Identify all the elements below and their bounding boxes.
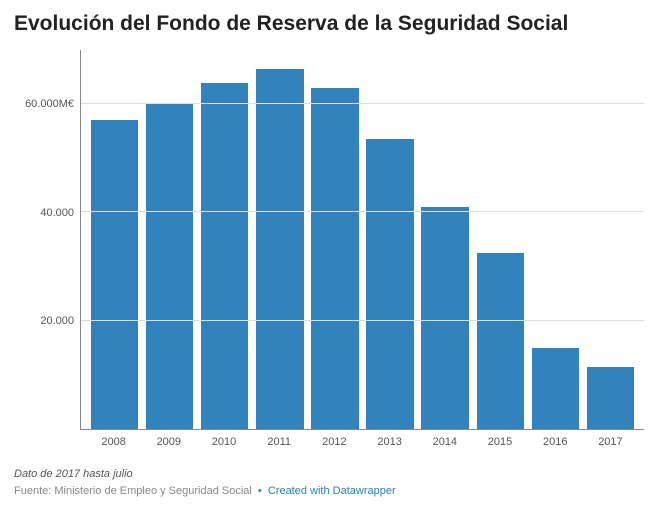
separator: • [258, 485, 262, 497]
grid-line [81, 211, 644, 212]
chart-footer: Dato de 2017 hasta julio Fuente: Ministe… [14, 466, 644, 499]
bar [91, 120, 138, 429]
x-tick-label: 2012 [307, 436, 362, 448]
grid-line [81, 103, 644, 104]
bar [421, 207, 468, 429]
bar [201, 83, 248, 430]
y-tick-label: 40.000 [40, 207, 74, 219]
y-tick-label: 20.000 [40, 315, 74, 327]
chart-area: 20.000 40.000 60.000M€ [14, 50, 644, 430]
x-tick-label: 2009 [141, 436, 196, 448]
bar-slot [142, 50, 197, 429]
x-tick-label: 2013 [362, 436, 417, 448]
bar-slot [307, 50, 362, 429]
x-axis: 2008200920102011201220132014201520162017 [80, 430, 644, 448]
bar-slot [252, 50, 307, 429]
bar [311, 88, 358, 429]
x-tick-label: 2017 [583, 436, 638, 448]
y-tick-label: 60.000M€ [25, 98, 74, 110]
bars-container [81, 50, 644, 429]
bar-slot [362, 50, 417, 429]
footer-source: Fuente: Ministerio de Empleo y Seguridad… [14, 483, 644, 500]
x-tick-label: 2010 [196, 436, 251, 448]
bar-slot [87, 50, 142, 429]
source-text: Ministerio de Empleo y Seguridad Social [54, 485, 252, 497]
bar-slot [197, 50, 252, 429]
x-tick-label: 2014 [417, 436, 472, 448]
x-tick-label: 2016 [528, 436, 583, 448]
chart-title: Evolución del Fondo de Reserva de la Seg… [14, 12, 644, 36]
x-tick-label: 2015 [472, 436, 527, 448]
bar [146, 104, 193, 429]
datawrapper-link[interactable]: Created with Datawrapper [268, 485, 396, 497]
x-tick-label: 2008 [86, 436, 141, 448]
plot-area [80, 50, 644, 430]
footer-note: Dato de 2017 hasta julio [14, 466, 644, 483]
bar [587, 367, 634, 429]
bar-slot [473, 50, 528, 429]
bar [477, 253, 524, 429]
grid-line [81, 320, 644, 321]
bar [256, 69, 303, 429]
x-tick-label: 2011 [252, 436, 307, 448]
y-axis: 20.000 40.000 60.000M€ [14, 50, 80, 430]
bar-slot [528, 50, 583, 429]
bar-slot [583, 50, 638, 429]
bar [366, 139, 413, 429]
bar [532, 348, 579, 429]
bar-slot [418, 50, 473, 429]
source-prefix: Fuente: [14, 485, 54, 497]
